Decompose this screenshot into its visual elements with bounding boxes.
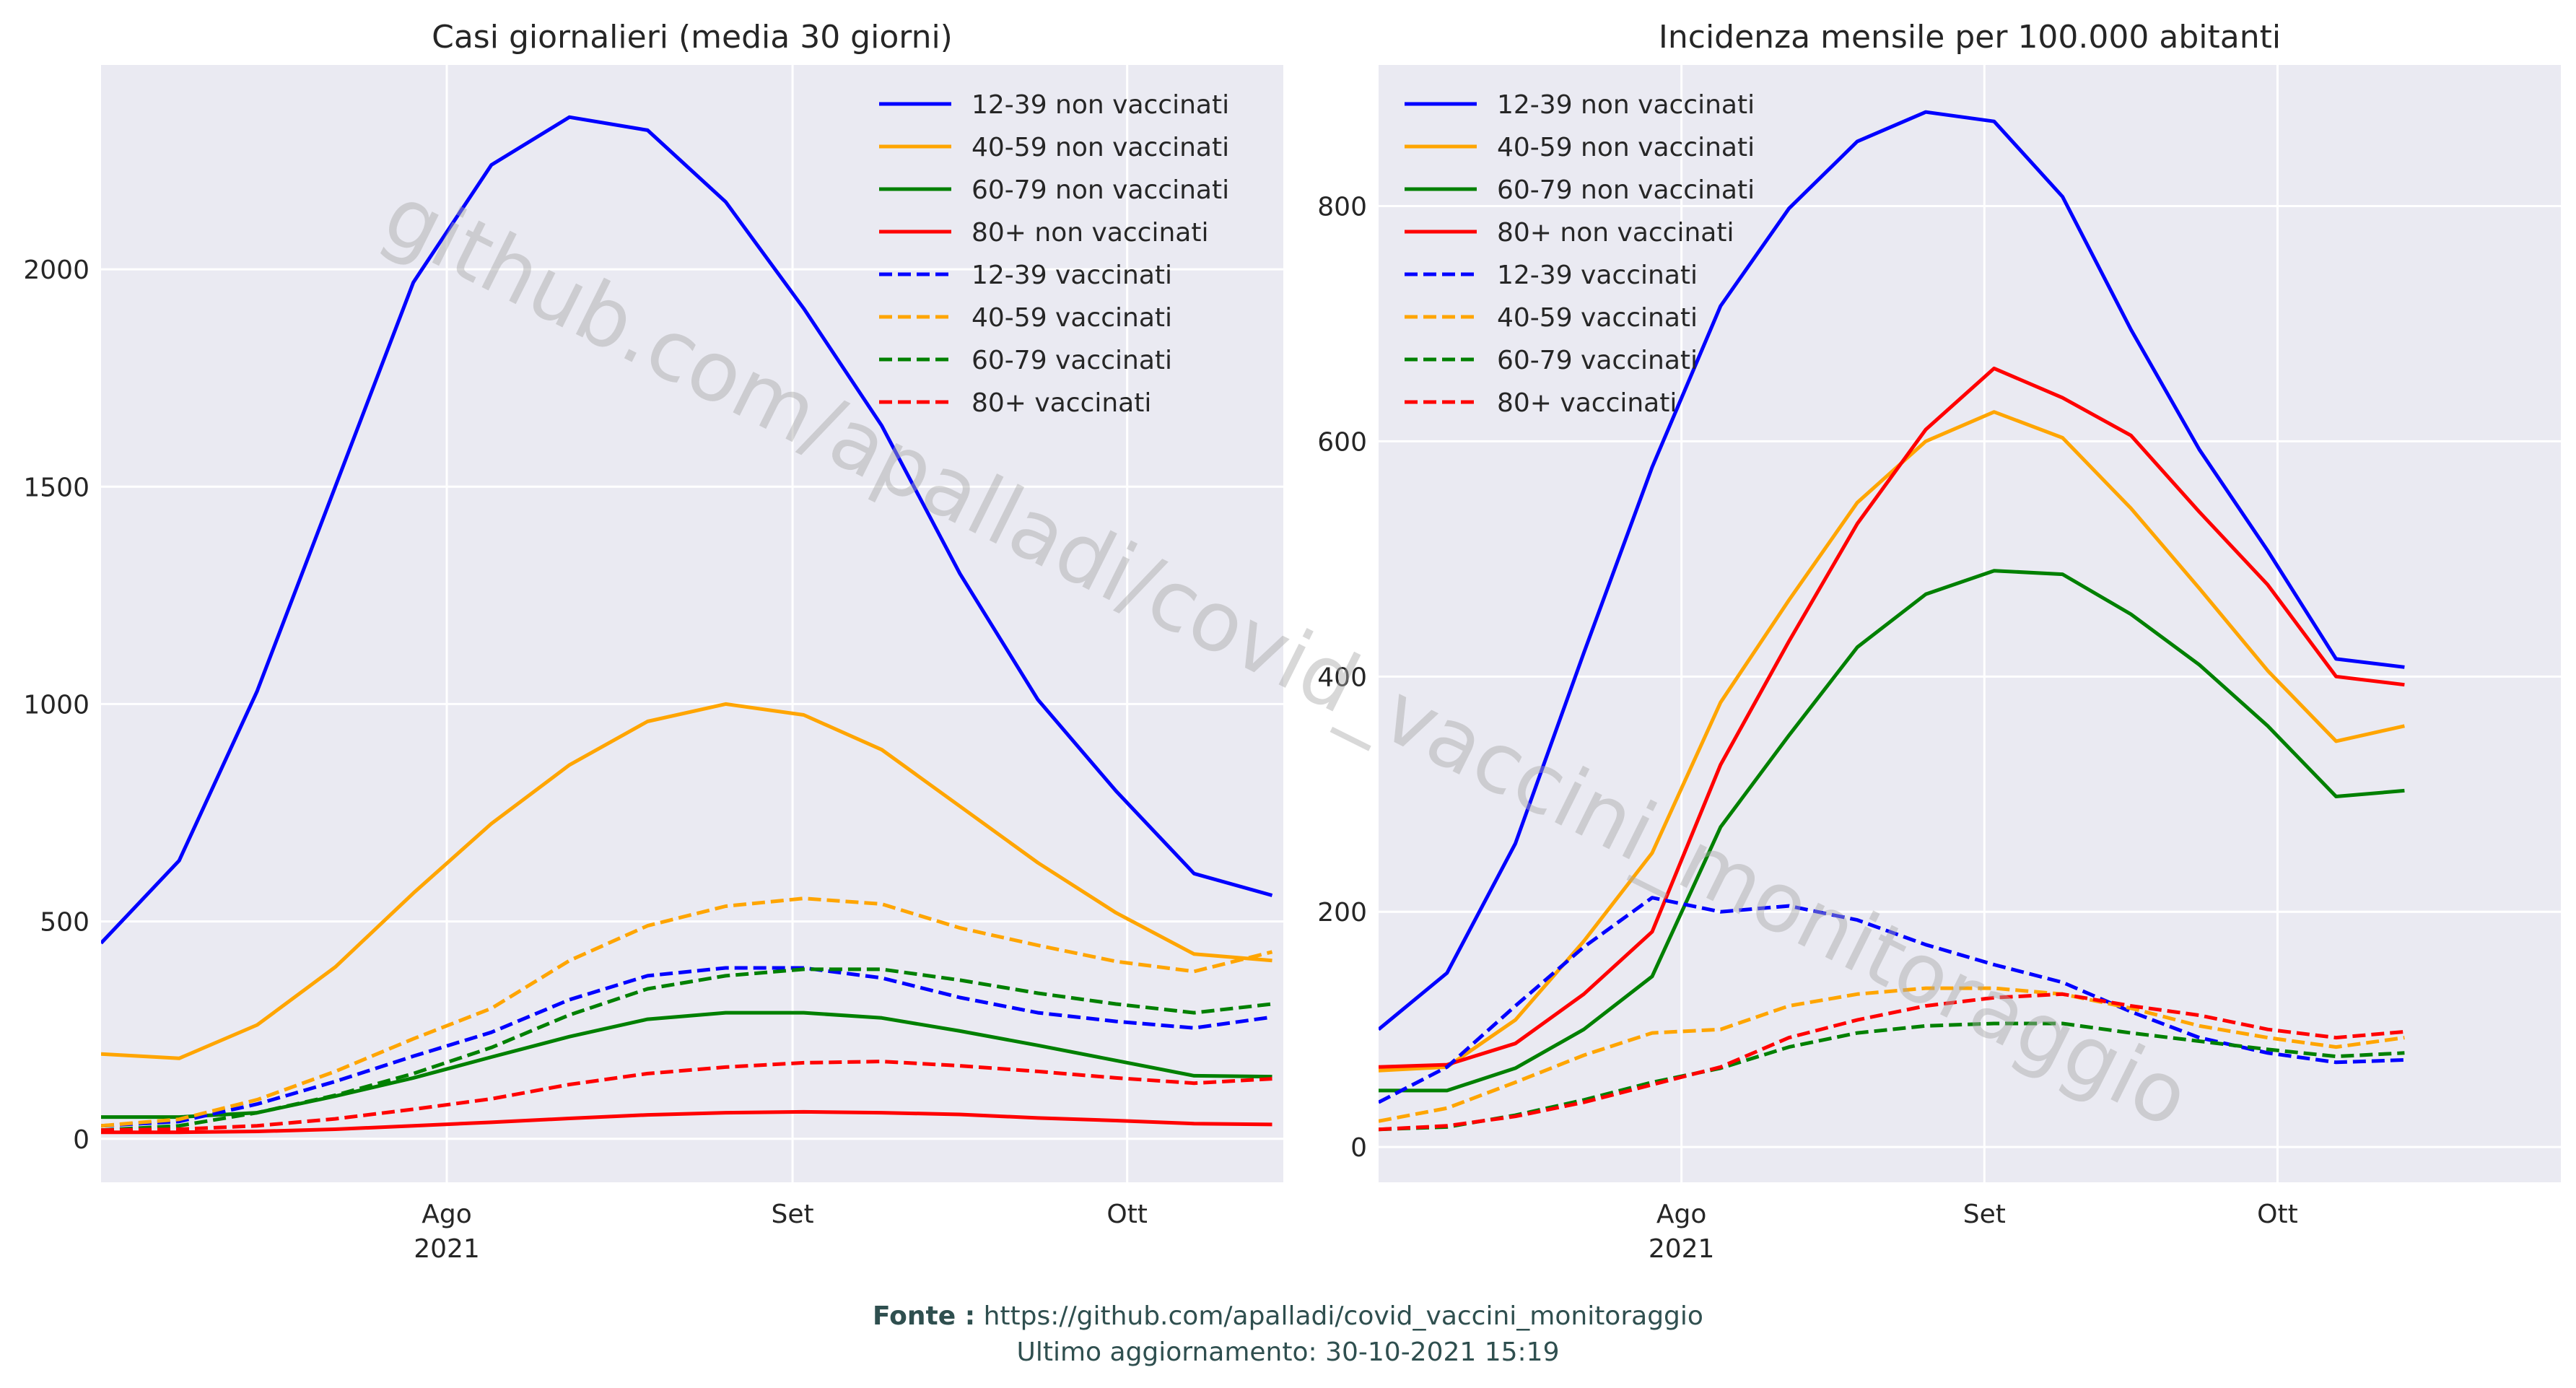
chart-panel-left: 0 500 1000 1500 2000 Ago 2021 Set Ott Casi giorna… <box>23 19 1283 1264</box>
y-tick-label: 0 <box>1350 1133 1367 1163</box>
footer-updated: Ultimo aggiornamento: 30-10-2021 15:19 <box>1016 1337 1560 1367</box>
series-line <box>1379 366 2405 1069</box>
legend: 12-39 non vaccinati 40-59 non vaccinati 60… <box>1405 90 1755 418</box>
series-group <box>101 115 1273 1135</box>
legend-label: 12-39 non vaccinati <box>972 90 1229 120</box>
series-line <box>101 115 1273 945</box>
legend-label: 80+ vaccinati <box>972 388 1151 418</box>
chart-panel-right: 0 200 400 600 800 Ago 2021 Set Ott Incidenza mens… <box>1317 19 2561 1264</box>
series-line <box>1379 986 2405 1123</box>
legend-label: 12-39 non vaccinati <box>1497 90 1755 120</box>
x-tick-label: Ago <box>422 1200 472 1229</box>
x-tick-label: Set <box>1963 1200 2006 1229</box>
legend-label: 40-59 vaccinati <box>1497 303 1698 333</box>
y-tick-label: 200 <box>1317 898 1367 927</box>
legend-label: 12-39 vaccinati <box>1497 261 1698 290</box>
legend-label: 40-59 non vaccinati <box>1497 133 1755 162</box>
legend-label: 80+ non vaccinati <box>1497 218 1734 248</box>
y-tick-label: 2000 <box>23 256 89 285</box>
series-line <box>101 966 1272 1128</box>
chart-title: Casi giornalieri (media 30 giorni) <box>432 19 953 56</box>
y-tick-label: 800 <box>1317 193 1367 222</box>
legend-label: 40-59 vaccinati <box>972 303 1172 333</box>
y-tick-label: 600 <box>1317 427 1367 457</box>
legend-label: 40-59 non vaccinati <box>972 133 1229 162</box>
y-tick-label: 500 <box>40 908 89 938</box>
series-line <box>1379 410 2405 1073</box>
y-tick-label: 1000 <box>23 690 89 720</box>
y-tick-label: 0 <box>73 1125 89 1155</box>
x-tick-label: Set <box>772 1200 814 1229</box>
x-tick-sublabel: 2021 <box>1649 1234 1715 1264</box>
series-line <box>1379 992 2405 1132</box>
x-tick-label: Ott <box>2257 1200 2298 1229</box>
footer-source-url: https://github.com/apalladi/covid_vaccin… <box>983 1301 1703 1331</box>
series-line <box>101 967 1272 1132</box>
series-line <box>101 1109 1272 1135</box>
legend: 12-39 non vaccinati 40-59 non vaccinati 60… <box>879 90 1229 418</box>
y-tick-label: 1500 <box>23 473 89 502</box>
legend-label: 60-79 vaccinati <box>1497 346 1698 375</box>
footer-source-line: Fonte : https://github.com/apalladi/covi… <box>0 1301 2576 1331</box>
y-tick-label: 400 <box>1317 663 1367 692</box>
legend-label: 60-79 non vaccinati <box>1497 175 1755 205</box>
series-line <box>1379 110 2405 1031</box>
x-tick-label: Ago <box>1656 1200 1707 1229</box>
footer-source-label: Fonte : <box>873 1301 976 1331</box>
series-line <box>1379 569 2405 1093</box>
chart-title: Incidenza mensile per 100.000 abitanti <box>1659 19 2281 56</box>
x-tick-sublabel: 2021 <box>414 1234 480 1264</box>
series-line <box>101 702 1272 1060</box>
legend-label: 80+ non vaccinati <box>972 218 1208 248</box>
legend-label: 80+ vaccinati <box>1497 388 1677 418</box>
series-line <box>101 1060 1272 1132</box>
plot-area <box>1379 65 2561 1182</box>
x-tick-label: Ott <box>1106 1200 1148 1229</box>
legend-label: 60-79 non vaccinati <box>972 175 1229 205</box>
series-line <box>101 896 1273 1128</box>
legend-label: 60-79 vaccinati <box>972 346 1172 375</box>
series-group <box>1379 110 2405 1132</box>
legend-label: 12-39 vaccinati <box>972 261 1172 290</box>
